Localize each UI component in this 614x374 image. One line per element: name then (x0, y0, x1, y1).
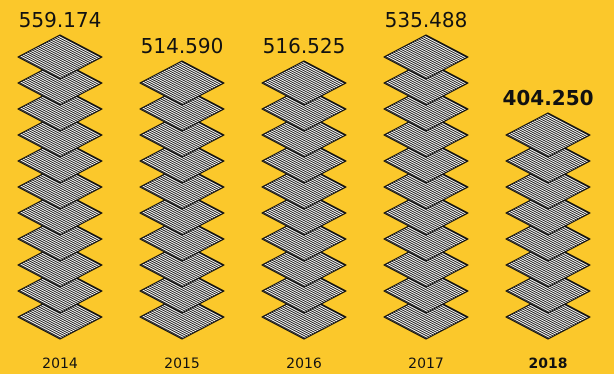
sheet-2018-5 (505, 190, 591, 236)
value-label-2016: 516.525 (263, 34, 346, 58)
year-label-2018: 2018 (529, 356, 568, 372)
value-label-2017: 535.488 (385, 8, 468, 32)
value-label-2018: 404.250 (502, 86, 593, 110)
column-2014: 559.174 2014 (17, 8, 103, 372)
year-label-2016: 2016 (286, 356, 322, 372)
value-label-2014: 559.174 (19, 8, 102, 32)
year-label-2015: 2015 (164, 356, 200, 372)
plot-area: 559.174 2014 514.590 2015 516.525 2016 535.488… (17, 8, 594, 372)
year-label-2017: 2017 (408, 356, 444, 372)
year-label-2014: 2014 (42, 356, 78, 372)
column-2017: 535.488 2017 (383, 8, 469, 372)
column-2018: 404.250 2018 (502, 86, 593, 372)
value-label-2015: 514.590 (141, 34, 224, 58)
column-2016: 516.525 2016 (261, 34, 347, 372)
column-2015: 514.590 2015 (139, 34, 225, 372)
